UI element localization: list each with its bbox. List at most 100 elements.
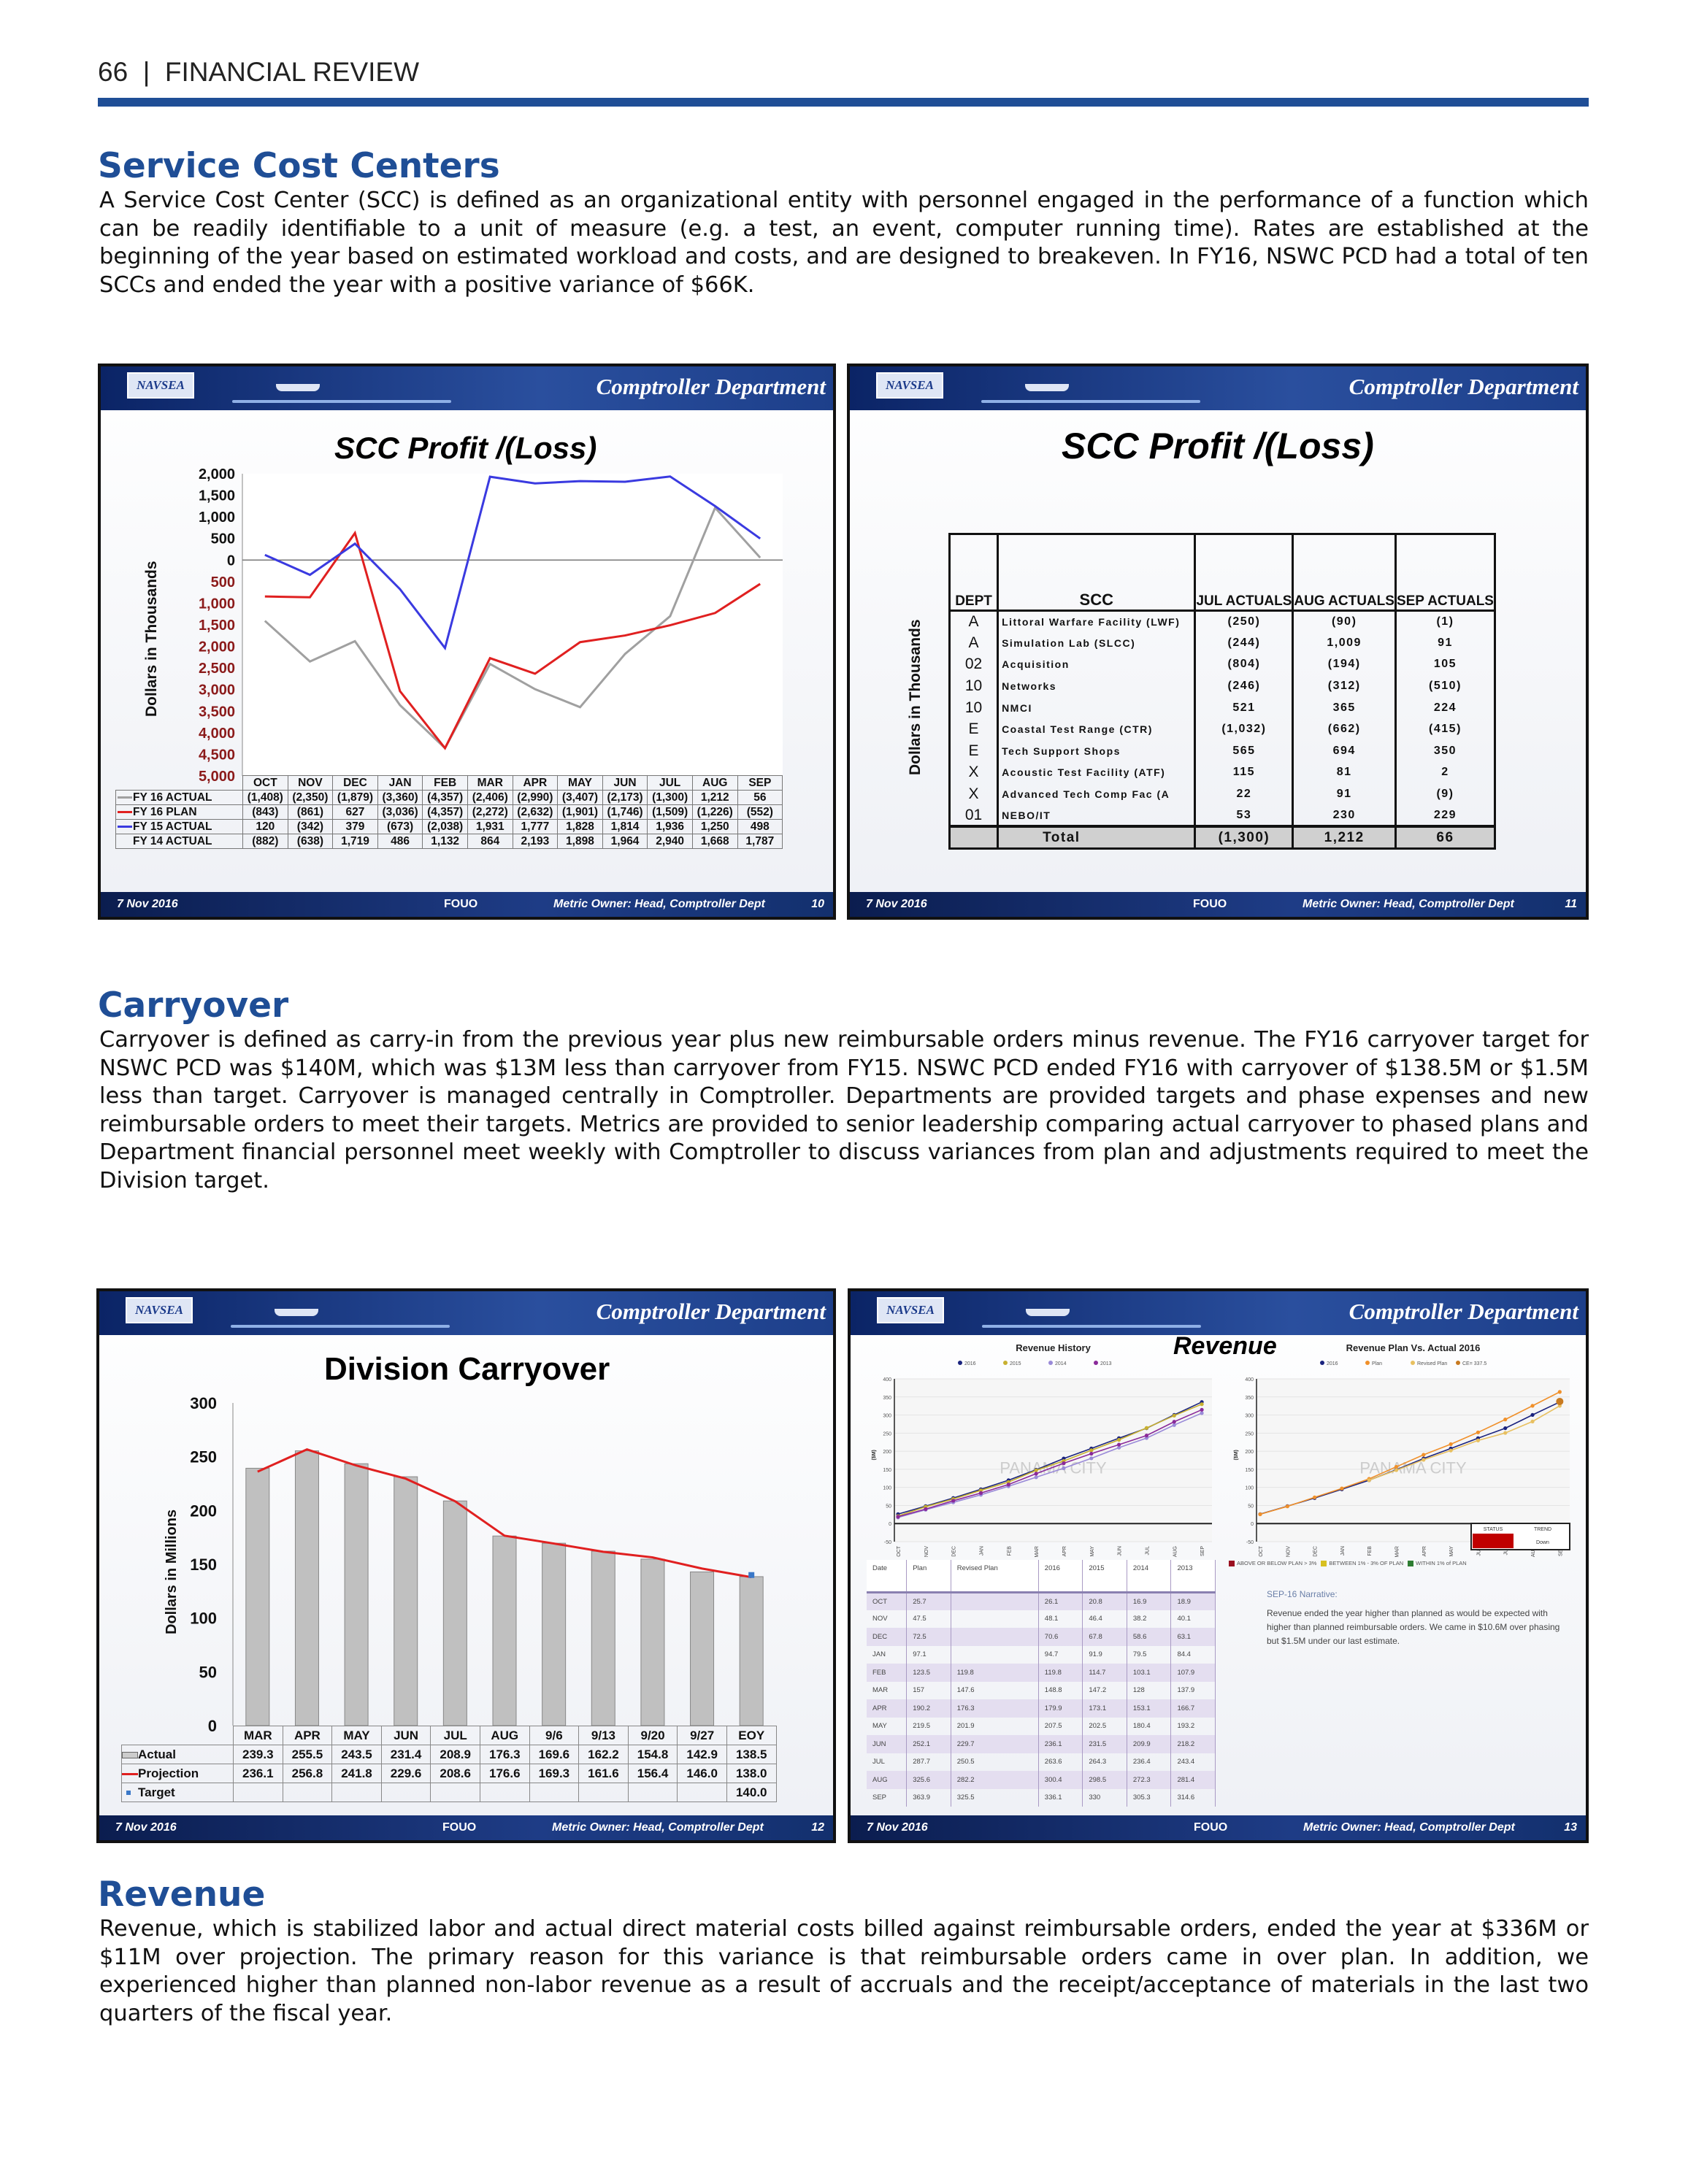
data-point [1503, 1418, 1508, 1422]
table-cell: 209.9 [1127, 1735, 1172, 1753]
legend-swatch [1408, 1561, 1414, 1567]
ship-icon [1025, 384, 1069, 391]
value-cell: 91 [1394, 632, 1497, 654]
series-name: Actual [138, 1747, 176, 1761]
table-row: Actual 239.3 255.5 243.5 231.4 208.9 176.3 169.… [121, 1745, 777, 1764]
data-point [1557, 1390, 1562, 1394]
value-cell: (9) [1394, 783, 1497, 805]
data-point [924, 1507, 928, 1511]
footer-date: 7 Nov 2016 [115, 1821, 177, 1834]
table-row: 10 Networks (246) (312) (510) [948, 675, 1497, 697]
table-cell: 119.8 [951, 1664, 1039, 1682]
value-cell: (3,407) [557, 790, 603, 805]
table-cell [951, 1592, 1039, 1610]
table-cell: 119.8 [1038, 1664, 1083, 1682]
table-cell: 25.7 [906, 1592, 951, 1610]
table-header-row: DEPT SCC JUL ACTUALS AUG ACTUALS SEP ACTUALS [948, 534, 1497, 612]
table-cell: 252.1 [906, 1735, 951, 1753]
scc-name-cell: Simulation Lab (SLCC) [997, 632, 1197, 654]
footer-page: 13 [1564, 1821, 1577, 1834]
value-cell: (4,357) [422, 790, 468, 805]
value-cell: (1,408) [242, 790, 288, 805]
table-cell: 46.4 [1082, 1610, 1127, 1628]
bar-actual-9/20 [640, 1558, 665, 1726]
value-cell: 1,250 [691, 819, 738, 834]
scc-data-table: OCT NOV DEC JAN FEB MAR APR MAY JUN JUL AUG SEP FY 1… [115, 775, 783, 849]
table-cell: 94.7 [1038, 1645, 1083, 1664]
value-cell: (2,406) [467, 790, 513, 805]
value-cell: 1,719 [332, 834, 378, 849]
chart-title: Revenue History [1016, 1342, 1091, 1353]
value-cell: 864 [467, 834, 513, 849]
series-line-plan [1259, 1391, 1560, 1515]
table-row: AUG 325.6 282.2 300.4 298.5 272.3 281.4 [867, 1771, 1216, 1789]
footer-date: 7 Nov 2016 [866, 898, 927, 910]
legend-swatch [1229, 1561, 1235, 1567]
table-cell: 314.6 [1170, 1788, 1216, 1807]
y-tick-label: 100 [883, 1486, 891, 1491]
value-cell: 498 [737, 819, 783, 834]
value-cell: (2,272) [467, 804, 513, 820]
month-header: AUG [691, 775, 738, 791]
table-cell: 305.3 [1127, 1788, 1172, 1807]
x-tick-label: NOV [924, 1546, 929, 1558]
legend-marker [1094, 1361, 1098, 1365]
y-tick-label: 400 [1245, 1377, 1254, 1383]
table-cell: 166.7 [1170, 1699, 1216, 1718]
value-cell: 53 [1194, 804, 1294, 827]
data-point [1200, 1402, 1204, 1407]
plot-area [894, 1379, 1212, 1542]
column-header: DEPT [948, 534, 1000, 612]
value-cell: (244) [1194, 632, 1294, 654]
column-header: 2016 [1038, 1560, 1083, 1593]
table-cell: 193.2 [1170, 1717, 1216, 1735]
table-cell: 84.4 [1170, 1645, 1216, 1664]
status-indicator [1473, 1534, 1514, 1548]
month-header: MAY [557, 775, 603, 791]
value-cell: 1,787 [737, 834, 783, 849]
scc-name-cell: NMCI [997, 696, 1197, 719]
value-cell: (1,300) [647, 790, 693, 805]
data-point [1285, 1504, 1289, 1509]
y-tick-label: 200 [883, 1450, 891, 1455]
month-header: MAR [467, 775, 513, 791]
column-header: AUG ACTUALS [1292, 534, 1397, 612]
legend-label: CE= 337.5 [1462, 1361, 1486, 1366]
month-header: DEC [332, 775, 378, 791]
status-label: STATUS [1484, 1527, 1503, 1532]
legend-swatch [118, 810, 132, 813]
footer-classification: FOUO [1194, 1821, 1228, 1834]
table-row: X Acoustic Test Facility (ATF) 115 81 2 [948, 761, 1497, 784]
series-label-cell: FY 16 PLAN [115, 804, 243, 820]
value-cell: 236.1 [233, 1764, 283, 1783]
projection-line [257, 1448, 752, 1579]
month-header: SEP [737, 775, 783, 791]
data-point [1006, 1483, 1010, 1487]
ship-icon [276, 384, 320, 391]
table-cell [951, 1645, 1039, 1664]
bar-actual-MAY [344, 1463, 369, 1726]
series-label-cell: Target [121, 1783, 234, 1802]
table-cell: OCT [867, 1592, 908, 1610]
value-cell: 565 [1194, 740, 1294, 762]
value-cell: 2,940 [647, 834, 693, 849]
value-cell: 176.3 [479, 1745, 530, 1764]
slide-title: Revenue [1173, 1332, 1277, 1360]
month-header: OCT [242, 775, 288, 791]
table-row: JAN 97.1 94.7 91.9 79.5 84.4 [867, 1645, 1216, 1664]
value-cell: 208.6 [430, 1764, 480, 1783]
table-cell: 298.5 [1082, 1771, 1127, 1789]
slide-header: NAVSEA Comptroller Department [851, 1291, 1586, 1335]
table-cell: 325.6 [906, 1771, 951, 1789]
table-cell: 97.1 [906, 1645, 951, 1664]
slide-title: SCC Profit /(Loss) [1062, 426, 1374, 466]
dept-cell: X [948, 783, 1000, 805]
table-cell: SEP [867, 1788, 908, 1807]
table-row: E Tech Support Shops 565 694 350 [948, 740, 1497, 762]
value-cell: (2,632) [512, 804, 559, 820]
y-axis-label: Dollars in Thousands [907, 619, 924, 775]
table-cell: 153.1 [1127, 1699, 1172, 1718]
value-cell: 176.6 [479, 1764, 530, 1783]
scc-name-cell: Acoustic Test Facility (ATF) [997, 761, 1197, 784]
total-value: 1,212 [1292, 825, 1397, 850]
